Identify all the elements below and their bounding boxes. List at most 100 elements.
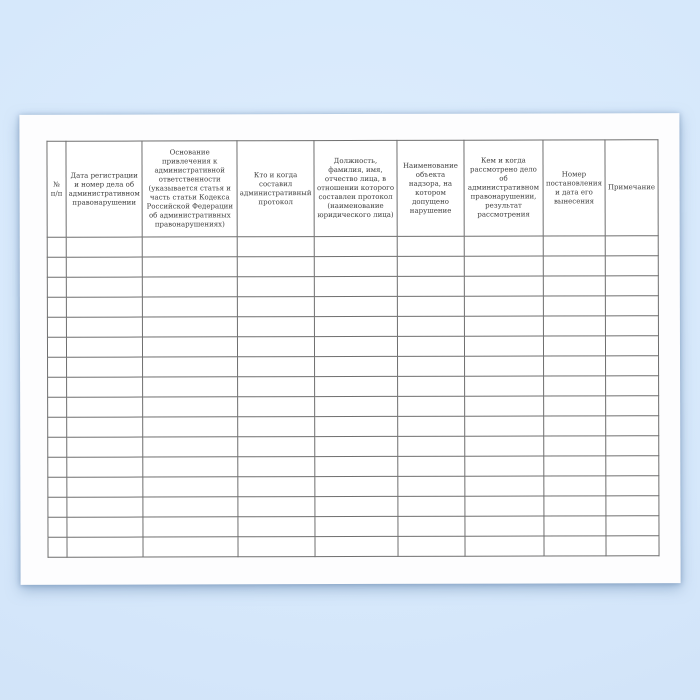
empty-cell [543,395,606,416]
empty-cell [464,435,544,457]
empty-cell [314,376,398,397]
empty-cell [237,296,315,317]
empty-cell [543,275,606,296]
empty-cell [397,396,465,417]
empty-cell [66,377,143,398]
empty-cell [238,516,315,537]
empty-cell [66,517,144,538]
document-sheet: № п/п Дата регистрации и номер дела об ад… [19,113,681,585]
empty-cell [605,535,659,556]
empty-cell [464,395,544,417]
empty-cell [237,236,315,257]
empty-cell [314,496,398,517]
empty-cell [314,316,398,337]
empty-cell [397,316,465,337]
empty-cell [397,296,465,317]
empty-cell [605,275,659,296]
empty-cell [464,535,544,557]
empty-cell [605,335,659,356]
empty-cell [464,375,544,397]
empty-cell [397,416,465,437]
column-header-3: Основание привлечения к административной… [142,140,238,238]
empty-cell [605,295,659,316]
table-body [47,235,659,558]
empty-cell [397,476,465,497]
empty-cell [47,477,67,498]
empty-journal-row [47,335,659,358]
empty-cell [47,257,67,278]
empty-cell [237,336,315,357]
empty-cell [237,376,315,397]
empty-cell [142,236,238,258]
empty-cell [464,415,544,437]
empty-cell [314,296,398,317]
empty-cell [47,397,67,418]
empty-cell [314,336,398,357]
empty-cell [543,235,606,256]
empty-cell [66,317,143,338]
empty-cell [238,476,315,497]
empty-cell [66,357,143,378]
empty-cell [605,315,659,336]
empty-cell [142,456,239,478]
empty-cell [314,536,398,557]
empty-cell [238,536,315,557]
empty-cell [237,276,315,297]
empty-cell [397,256,465,277]
empty-cell [47,377,67,398]
empty-cell [47,337,67,358]
empty-cell [464,475,544,497]
empty-journal-row [47,255,659,278]
empty-cell [397,356,465,377]
empty-cell [47,417,67,438]
empty-cell [543,295,606,316]
empty-cell [47,497,67,518]
empty-cell [142,436,238,458]
empty-journal-row [47,375,659,398]
empty-cell [464,335,544,357]
empty-cell [237,456,315,477]
column-header-1: № п/п [46,141,67,238]
empty-cell [47,357,67,378]
empty-cell [47,277,67,298]
empty-cell [314,356,398,377]
empty-cell [543,455,606,476]
empty-cell [397,536,465,557]
empty-cell [142,296,238,318]
column-header-8: Номер постановления и дата его вынесения [542,139,606,236]
empty-cell [47,437,67,458]
column-header-5: Должность, фамилия, имя, отчество лица, … [313,140,398,237]
empty-cell [397,436,465,457]
empty-cell [47,297,67,318]
empty-cell [605,455,659,476]
empty-cell [66,417,143,438]
empty-cell [66,457,144,478]
empty-cell [397,456,465,477]
empty-cell [464,235,544,257]
empty-cell [142,356,238,378]
empty-cell [142,376,238,398]
empty-cell [314,236,398,257]
empty-cell [397,516,465,537]
empty-cell [464,275,544,297]
empty-cell [237,356,315,377]
empty-journal-row [47,415,659,438]
empty-journal-row [47,475,659,498]
empty-cell [543,435,606,456]
empty-cell [143,496,239,518]
registration-journal-table: № п/п Дата регистрации и номер дела об ад… [46,139,660,558]
empty-cell [397,276,465,297]
empty-cell [47,457,67,478]
empty-cell [543,495,606,516]
empty-cell [66,537,144,558]
empty-journal-row [47,395,659,418]
empty-journal-row [47,535,659,558]
empty-cell [605,415,659,436]
empty-cell [314,516,398,537]
empty-cell [314,476,398,497]
empty-journal-row [47,355,659,378]
empty-journal-row [47,275,659,298]
empty-cell [47,537,68,558]
empty-cell [143,536,239,558]
empty-cell [66,337,143,358]
